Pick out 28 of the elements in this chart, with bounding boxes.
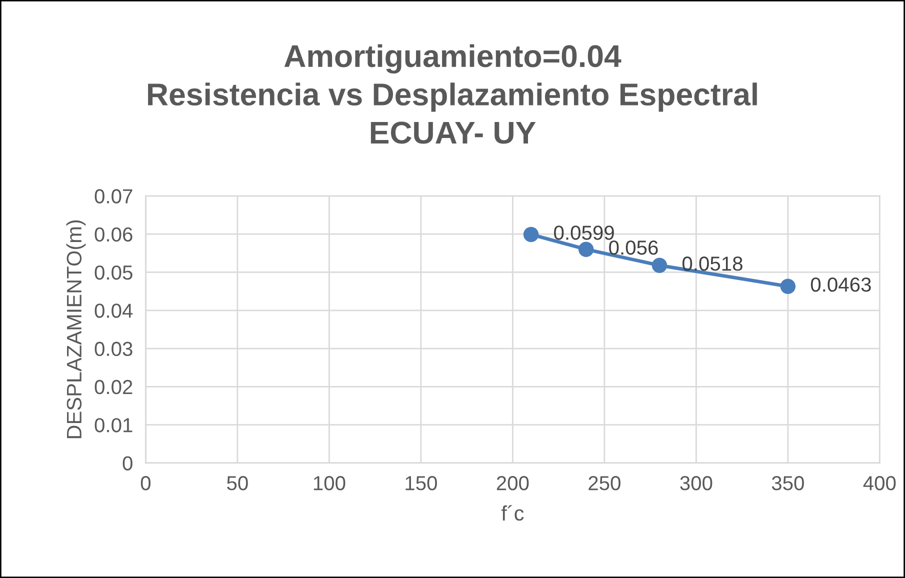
y-tick-label: 0.03 bbox=[94, 342, 132, 356]
y-tick-label: 0.07 bbox=[94, 189, 132, 204]
x-tick-label: 350 bbox=[772, 476, 804, 490]
x-tick-label: 100 bbox=[314, 476, 346, 490]
point bbox=[523, 226, 539, 242]
y-tick-label: 0.02 bbox=[94, 380, 132, 394]
y-tick-label: 0.04 bbox=[94, 304, 133, 318]
x-tick-label: 150 bbox=[406, 476, 437, 490]
x-tick-label: 50 bbox=[227, 476, 248, 490]
point bbox=[652, 258, 668, 274]
y-tick-label: 0.01 bbox=[94, 418, 132, 432]
point bbox=[578, 242, 594, 257]
x-tick-label: 0 bbox=[140, 476, 151, 490]
x-tick-label: 300 bbox=[680, 476, 712, 490]
y-axis-title: DESPLAZAMIENTO(m) bbox=[66, 220, 86, 438]
data-label: 0.0518 bbox=[682, 256, 742, 271]
point bbox=[780, 278, 796, 294]
x-tick-label: 400 bbox=[863, 476, 896, 490]
x-tick-label: 200 bbox=[496, 476, 529, 490]
chart-title: Amortiguamiento=0.04 Resistencia vs Desplazamiento Espectral ECUAY- UY bbox=[148, 44, 757, 144]
data-label: 0.0599 bbox=[554, 226, 614, 240]
y-tick-label: 0.06 bbox=[94, 227, 132, 242]
data-label: 0.0463 bbox=[810, 278, 871, 292]
y-tick-label: 0 bbox=[122, 456, 132, 470]
x-tick-label: 250 bbox=[588, 476, 620, 490]
x-axis-title: f´c bbox=[501, 505, 524, 521]
y-tick-label: 0.05 bbox=[94, 265, 132, 280]
data-label: 0.056 bbox=[609, 240, 658, 255]
